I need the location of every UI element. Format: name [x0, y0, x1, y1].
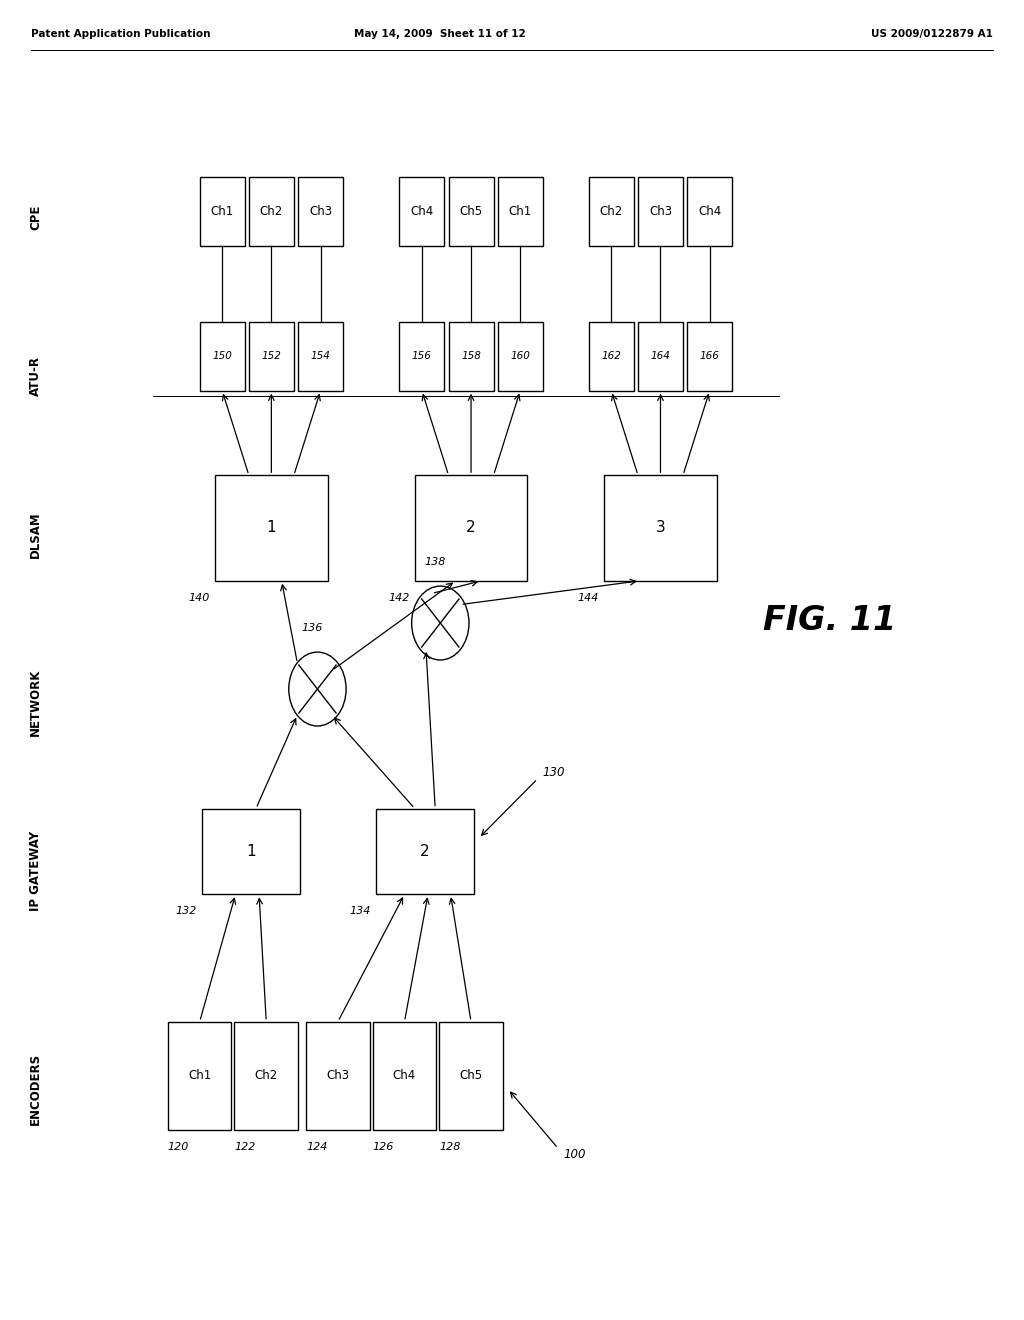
Text: 132: 132 — [176, 907, 197, 916]
Text: Ch3: Ch3 — [327, 1069, 349, 1082]
Bar — [373, 1022, 436, 1130]
Bar — [638, 322, 683, 391]
Bar — [203, 808, 299, 895]
Text: Patent Application Publication: Patent Application Publication — [31, 29, 210, 40]
Bar — [604, 475, 717, 581]
Text: 140: 140 — [188, 593, 210, 603]
Bar — [298, 322, 343, 391]
Text: FIG. 11: FIG. 11 — [763, 605, 896, 636]
Text: 134: 134 — [350, 907, 371, 916]
Bar — [498, 177, 543, 246]
Text: 1: 1 — [266, 520, 276, 536]
Text: Ch1: Ch1 — [211, 205, 233, 218]
Text: 150: 150 — [212, 351, 232, 362]
Text: 152: 152 — [261, 351, 282, 362]
Text: 156: 156 — [412, 351, 432, 362]
Text: 166: 166 — [699, 351, 720, 362]
Text: 1: 1 — [246, 843, 256, 859]
Bar — [298, 177, 343, 246]
Bar — [449, 322, 494, 391]
Text: 2: 2 — [466, 520, 476, 536]
Bar — [399, 322, 444, 391]
Text: 120: 120 — [168, 1142, 189, 1152]
Bar — [234, 1022, 298, 1130]
Text: Ch1: Ch1 — [188, 1069, 211, 1082]
Text: ENCODERS: ENCODERS — [30, 1053, 42, 1125]
Circle shape — [289, 652, 346, 726]
Text: 124: 124 — [306, 1142, 328, 1152]
Text: 130: 130 — [543, 766, 565, 779]
Bar — [306, 1022, 370, 1130]
Bar — [589, 177, 634, 246]
Text: Ch1: Ch1 — [509, 205, 531, 218]
Text: Ch3: Ch3 — [649, 205, 672, 218]
Bar — [215, 475, 328, 581]
Text: 138: 138 — [425, 557, 445, 568]
Text: Ch5: Ch5 — [460, 1069, 482, 1082]
Text: 142: 142 — [388, 593, 410, 603]
Text: 158: 158 — [461, 351, 481, 362]
Text: 100: 100 — [563, 1148, 586, 1162]
Text: IP GATEWAY: IP GATEWAY — [30, 832, 42, 911]
Text: Ch5: Ch5 — [460, 205, 482, 218]
Bar — [249, 322, 294, 391]
Bar — [168, 1022, 231, 1130]
Text: NETWORK: NETWORK — [30, 668, 42, 737]
Text: ATU-R: ATU-R — [30, 356, 42, 396]
Bar — [200, 177, 245, 246]
Bar — [249, 177, 294, 246]
Text: 2: 2 — [420, 843, 430, 859]
Text: 126: 126 — [373, 1142, 394, 1152]
Text: 160: 160 — [510, 351, 530, 362]
Bar — [449, 177, 494, 246]
Bar — [498, 322, 543, 391]
Text: 162: 162 — [601, 351, 622, 362]
Text: 154: 154 — [310, 351, 331, 362]
Bar — [687, 322, 732, 391]
Text: CPE: CPE — [30, 205, 42, 231]
Text: US 2009/0122879 A1: US 2009/0122879 A1 — [871, 29, 993, 40]
Bar — [638, 177, 683, 246]
Text: 128: 128 — [439, 1142, 461, 1152]
Bar — [415, 475, 527, 581]
Text: 136: 136 — [302, 623, 323, 634]
Text: 164: 164 — [650, 351, 671, 362]
Text: DLSAM: DLSAM — [30, 511, 42, 558]
Circle shape — [412, 586, 469, 660]
Text: May 14, 2009  Sheet 11 of 12: May 14, 2009 Sheet 11 of 12 — [354, 29, 526, 40]
Text: Ch2: Ch2 — [255, 1069, 278, 1082]
Bar — [687, 177, 732, 246]
Text: Ch4: Ch4 — [698, 205, 721, 218]
Bar — [439, 1022, 503, 1130]
Text: Ch3: Ch3 — [309, 205, 332, 218]
Bar — [377, 808, 473, 895]
Bar — [399, 177, 444, 246]
Text: Ch2: Ch2 — [260, 205, 283, 218]
Text: Ch4: Ch4 — [393, 1069, 416, 1082]
Text: Ch2: Ch2 — [600, 205, 623, 218]
Text: 144: 144 — [578, 593, 599, 603]
Text: Ch4: Ch4 — [411, 205, 433, 218]
Bar — [589, 322, 634, 391]
Text: 3: 3 — [655, 520, 666, 536]
Text: 122: 122 — [234, 1142, 256, 1152]
Bar — [200, 322, 245, 391]
